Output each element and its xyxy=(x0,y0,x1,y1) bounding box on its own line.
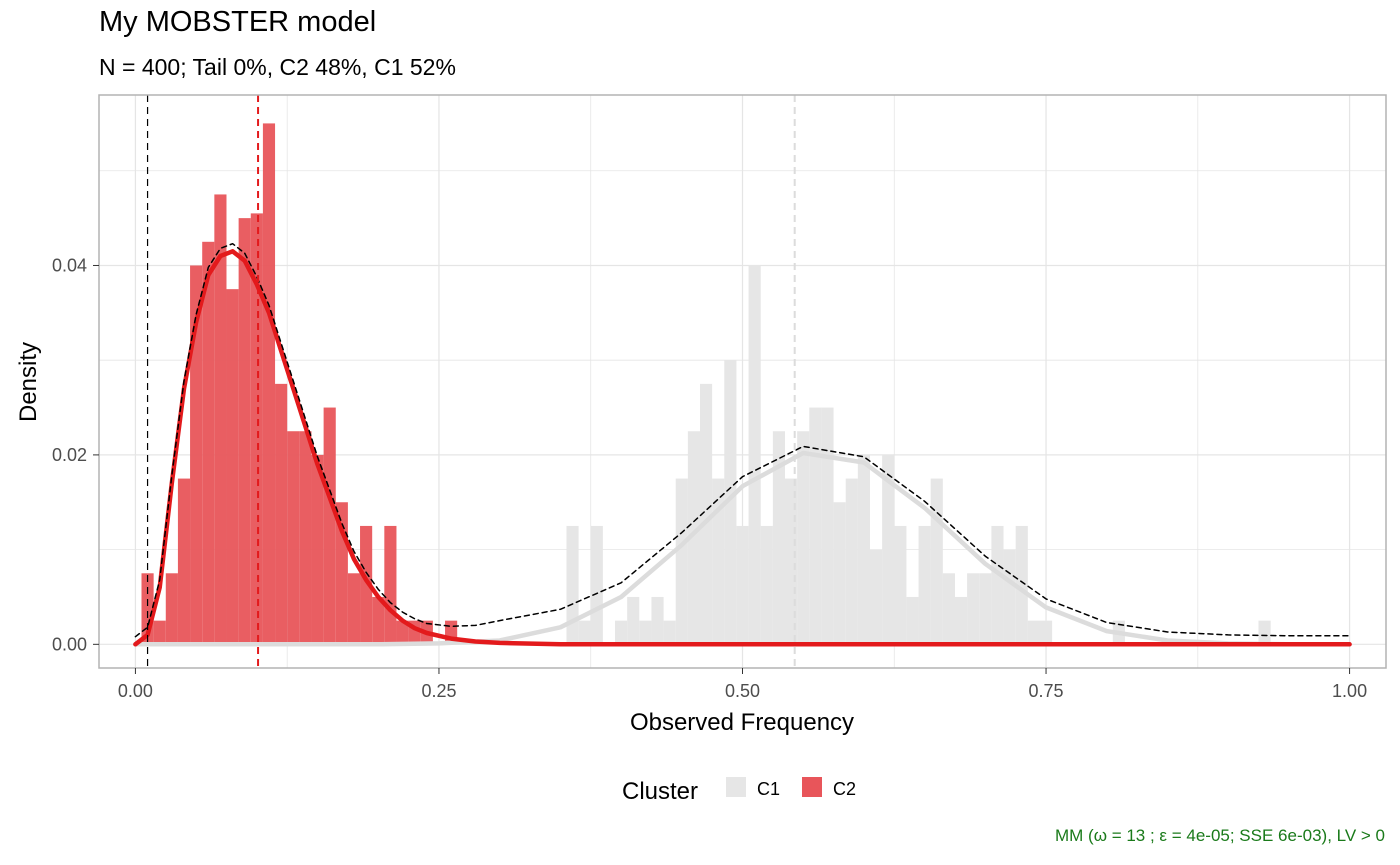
histogram-bar-c1 xyxy=(869,549,883,645)
histogram-bar-c1 xyxy=(918,525,931,645)
histogram-bar-c1 xyxy=(967,573,980,645)
histogram-bar-c1 xyxy=(833,502,846,645)
legend: Cluster C1 C2 xyxy=(622,777,856,805)
y-tick-label: 0.04 xyxy=(52,255,87,275)
histogram-bar-c2 xyxy=(153,620,166,645)
histogram-bar-c1 xyxy=(687,431,701,645)
histogram-bar-c1 xyxy=(1027,620,1040,645)
density-line-c2 xyxy=(133,249,1352,647)
histogram-bar-c1 xyxy=(760,525,773,645)
histogram-bar-c2 xyxy=(238,218,251,645)
histogram-bar-c1 xyxy=(615,620,628,645)
histogram-bar-c1 xyxy=(700,383,713,645)
legend-swatch-c2 xyxy=(802,777,822,797)
histogram-bar-c1 xyxy=(930,478,943,645)
y-tick-label: 0.00 xyxy=(52,634,87,654)
histogram-bar-c1 xyxy=(772,431,785,645)
histogram-bar-c1 xyxy=(821,407,834,645)
histogram-bar-c1 xyxy=(954,596,968,645)
histogram-bar-c2 xyxy=(190,265,203,645)
histogram-bar-c2 xyxy=(347,573,361,645)
histogram-bar-c1 xyxy=(1015,525,1028,645)
x-tick-label: 0.00 xyxy=(118,681,153,701)
histogram-bar-c2 xyxy=(165,573,178,645)
histogram-bar-c1 xyxy=(675,478,688,645)
chart-title: My MOBSTER model xyxy=(99,6,377,38)
histogram-bar-c1 xyxy=(1003,549,1016,645)
histogram-bar-c2 xyxy=(299,431,312,645)
histogram-bar-c1 xyxy=(712,478,725,645)
histogram-bar-c2 xyxy=(214,194,227,645)
histogram-bar-c2 xyxy=(372,596,385,645)
histogram-bar-c2 xyxy=(384,525,397,645)
model-caption: MM (ω = 13 ; ε = 4e-05; SSE 6e-03), LV >… xyxy=(1055,826,1385,845)
histogram-bar-c1 xyxy=(590,525,603,645)
histogram-bar-c1 xyxy=(736,525,749,645)
x-tick-label: 0.25 xyxy=(421,681,456,701)
x-tick-label: 0.50 xyxy=(725,681,760,701)
histogram-bar-c1 xyxy=(809,407,822,645)
histogram-bar-c1 xyxy=(578,620,591,645)
histogram-bar-c1 xyxy=(1258,620,1271,645)
histogram-bar-c2 xyxy=(177,478,191,645)
histogram-bar-c1 xyxy=(724,360,737,645)
histogram-bar-c1 xyxy=(1039,620,1053,645)
histogram-bar-c1 xyxy=(882,454,895,645)
legend-label-c1: C1 xyxy=(757,779,780,799)
histogram-bar-c2 xyxy=(226,289,239,645)
legend-label-c2: C2 xyxy=(833,779,856,799)
y-tick-label: 0.02 xyxy=(52,445,87,465)
chart-subtitle: N = 400; Tail 0%, C2 48%, C1 52% xyxy=(99,54,456,80)
histogram-bar-c1 xyxy=(797,431,810,645)
y-axis-label: Density xyxy=(15,342,42,422)
x-axis-label: Observed Frequency xyxy=(630,709,854,736)
histogram-bar-c2 xyxy=(360,525,373,645)
histogram-bar-c1 xyxy=(845,478,858,645)
histogram-bar-c1 xyxy=(627,596,640,645)
histogram-bar-c2 xyxy=(287,431,300,645)
x-tick-label: 0.75 xyxy=(1029,681,1064,701)
histogram-bar-c2 xyxy=(202,241,215,645)
histogram-bar-c1 xyxy=(991,525,1004,645)
histogram-bar-c2 xyxy=(275,383,288,645)
legend-title: Cluster xyxy=(622,778,698,805)
histogram-bar-c2 xyxy=(396,620,409,645)
histogram-bar-c2 xyxy=(250,213,263,645)
histogram-bar-c2 xyxy=(262,123,276,645)
histogram-bar-c1 xyxy=(639,620,652,645)
legend-swatch-c1 xyxy=(726,777,746,797)
histogram-bar-c1 xyxy=(566,525,579,645)
histogram-bar-c1 xyxy=(663,620,676,645)
histogram-bar-c1 xyxy=(748,265,761,645)
histogram-bar-c1 xyxy=(894,525,907,645)
histogram-bar-c2 xyxy=(311,454,324,645)
histogram-bar-c1 xyxy=(942,573,955,645)
histogram-bar-c1 xyxy=(906,596,919,645)
density-line-mixture xyxy=(134,242,1351,638)
x-tick-label: 1.00 xyxy=(1332,681,1367,701)
histogram-bar-c2 xyxy=(323,407,336,645)
density-line-c1 xyxy=(133,450,1352,647)
histogram-bar-c1 xyxy=(857,454,870,645)
histogram-bar-c1 xyxy=(979,573,992,645)
histogram-bar-c1 xyxy=(651,596,664,645)
